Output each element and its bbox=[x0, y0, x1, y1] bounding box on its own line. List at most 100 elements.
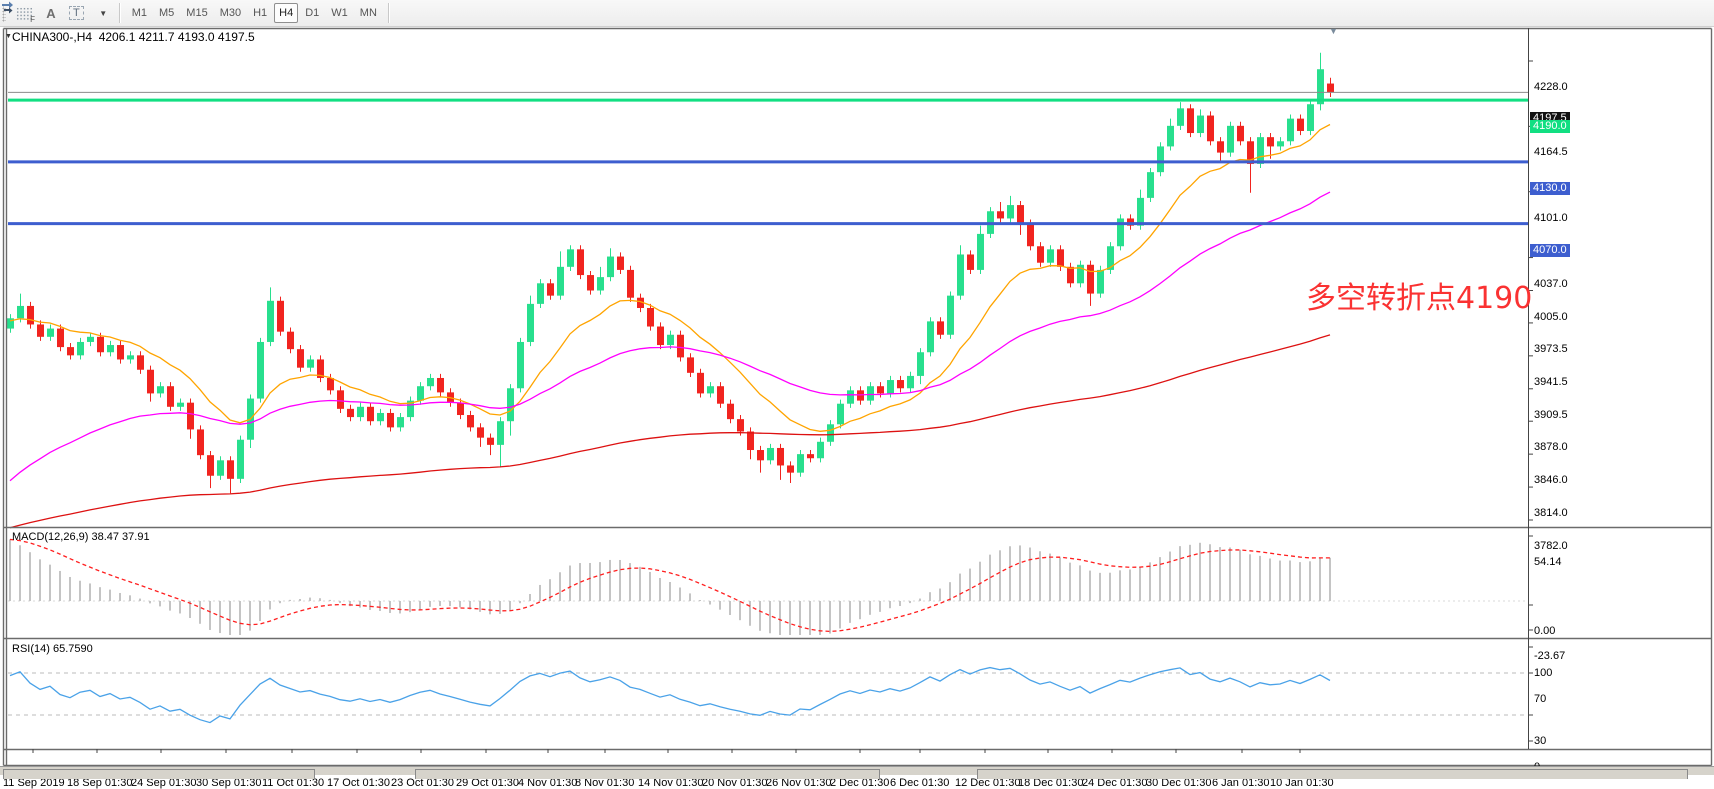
chart-title-caret-icon[interactable]: ▼ bbox=[5, 33, 12, 40]
chart-canvas[interactable] bbox=[0, 27, 1714, 766]
timeframe-button-m5[interactable]: M5 bbox=[159, 7, 175, 19]
toolbar-separator bbox=[387, 3, 390, 23]
candle-body bbox=[1267, 137, 1274, 147]
chart-title: CHINA300-,H4 4206.1 4211.7 4193.0 4197.5 bbox=[12, 30, 255, 44]
candle-body bbox=[927, 321, 934, 353]
candle-body bbox=[1047, 249, 1054, 263]
timeframe-button-h4[interactable]: H4 bbox=[274, 3, 299, 23]
bottom-tab-0[interactable] bbox=[3, 769, 315, 779]
candle-body bbox=[1307, 104, 1314, 131]
toolbar-drag-handle[interactable] bbox=[2, 4, 6, 22]
macd-indicator-label: MACD(12,26,9) 38.47 37.91 bbox=[12, 531, 150, 543]
candle-body bbox=[37, 324, 44, 337]
candle-body bbox=[567, 249, 574, 267]
price-axis-label: 3941.5 bbox=[1534, 375, 1568, 388]
candle-body bbox=[1177, 108, 1184, 126]
candle-body bbox=[1117, 218, 1124, 247]
fast-ma-line bbox=[9, 123, 1331, 432]
candle-body bbox=[1057, 249, 1064, 267]
candle-body bbox=[907, 375, 914, 389]
price-tag-4190.0: 4190.0 bbox=[1530, 120, 1570, 134]
candle-body bbox=[707, 386, 714, 394]
rsi-line bbox=[9, 666, 1331, 724]
price-axis-label: 3782.0 bbox=[1534, 540, 1568, 552]
candle-body bbox=[547, 283, 554, 296]
candle-body bbox=[807, 454, 814, 459]
candle-body bbox=[937, 321, 944, 335]
timeframe-button-mn[interactable]: MN bbox=[359, 7, 377, 19]
timeframe-button-m1[interactable]: M1 bbox=[131, 7, 148, 19]
candle-body bbox=[627, 269, 634, 298]
candle-body bbox=[557, 266, 564, 296]
candle-body bbox=[1037, 246, 1044, 263]
candle-body bbox=[187, 402, 194, 430]
candle-body bbox=[177, 402, 184, 407]
candle-body bbox=[1317, 69, 1324, 105]
arrow-label-tool-button[interactable]: A bbox=[40, 3, 62, 23]
candle-body bbox=[757, 450, 764, 461]
chart-annotation-text: 多空转折点4190 bbox=[1306, 281, 1533, 316]
bottom-tab-1[interactable] bbox=[415, 769, 880, 779]
candle-body bbox=[1327, 83, 1334, 93]
timeframe-button-w1[interactable]: W1 bbox=[331, 7, 348, 19]
medium-ma-line bbox=[9, 191, 1331, 482]
chart-shift-marker-icon[interactable]: ▼ bbox=[1329, 26, 1338, 36]
candle-body bbox=[717, 386, 724, 404]
candle-body bbox=[27, 305, 34, 325]
candle-body bbox=[157, 386, 164, 394]
timeframe-button-m15[interactable]: M15 bbox=[186, 7, 208, 19]
candle-body bbox=[57, 328, 64, 348]
candle-body bbox=[67, 347, 74, 356]
candle-body bbox=[747, 431, 754, 451]
rsi-axis-label: 70 bbox=[1534, 693, 1547, 705]
candle-body bbox=[577, 249, 584, 276]
candle-body bbox=[787, 465, 794, 473]
candle-body bbox=[587, 275, 594, 291]
candle-body bbox=[127, 355, 134, 360]
candle-body bbox=[617, 256, 624, 270]
macd-axis-label: -23.67 bbox=[1534, 650, 1566, 662]
candle-body bbox=[737, 419, 744, 432]
candle-body bbox=[1107, 246, 1114, 270]
timeframe-button-d1[interactable]: D1 bbox=[305, 7, 320, 19]
timeframe-button-m30[interactable]: M30 bbox=[219, 7, 242, 19]
candle-body bbox=[607, 256, 614, 278]
chart-window: ▼ CHINA300-,H4 4206.1 4211.7 4193.0 4197… bbox=[0, 26, 1714, 789]
candle-body bbox=[517, 341, 524, 389]
indicator-grid-tool-button[interactable]: F bbox=[11, 3, 38, 24]
bottom-tab-2[interactable] bbox=[977, 769, 1688, 779]
rsi-axis-label: 100 bbox=[1534, 667, 1553, 679]
candle-body bbox=[457, 402, 464, 416]
candle-body bbox=[957, 254, 964, 296]
candle-body bbox=[647, 307, 654, 327]
macd-axis-label: 0.00 bbox=[1534, 625, 1556, 637]
text-tool-button[interactable]: T bbox=[64, 3, 89, 23]
candle-body bbox=[657, 326, 664, 346]
candle-body bbox=[667, 334, 674, 346]
candle-body bbox=[777, 447, 784, 466]
candle-body bbox=[237, 439, 244, 479]
price-axis-label: 3846.0 bbox=[1534, 474, 1568, 487]
cursor-mode-button[interactable]: ▼ bbox=[2, 1, 113, 23]
price-axis-label: 4005.0 bbox=[1534, 310, 1568, 323]
candle-body bbox=[337, 390, 344, 409]
candle-body bbox=[817, 441, 824, 459]
candle-body bbox=[327, 377, 334, 391]
candle-body bbox=[687, 357, 694, 373]
timeframe-buttons: M1 M5 M15 M30 H1 H4 D1 W1 MN bbox=[126, 3, 383, 23]
price-axis-label: 3814.0 bbox=[1534, 507, 1568, 520]
candle-body bbox=[267, 300, 274, 342]
candle-body bbox=[317, 359, 324, 378]
time-axis-label: 6 Dec 01:30 bbox=[890, 777, 950, 789]
candle-body bbox=[17, 305, 24, 319]
price-tag-4070.0: 4070.0 bbox=[1530, 243, 1570, 257]
candle-body bbox=[697, 372, 704, 394]
candle-body bbox=[767, 447, 774, 461]
candle-body bbox=[897, 380, 904, 389]
candle-body bbox=[827, 424, 834, 442]
timeframe-button-h1[interactable]: H1 bbox=[253, 7, 268, 19]
candle-body bbox=[537, 283, 544, 304]
candle-body bbox=[797, 454, 804, 473]
candle-body bbox=[887, 380, 894, 394]
candle-body bbox=[207, 455, 214, 476]
